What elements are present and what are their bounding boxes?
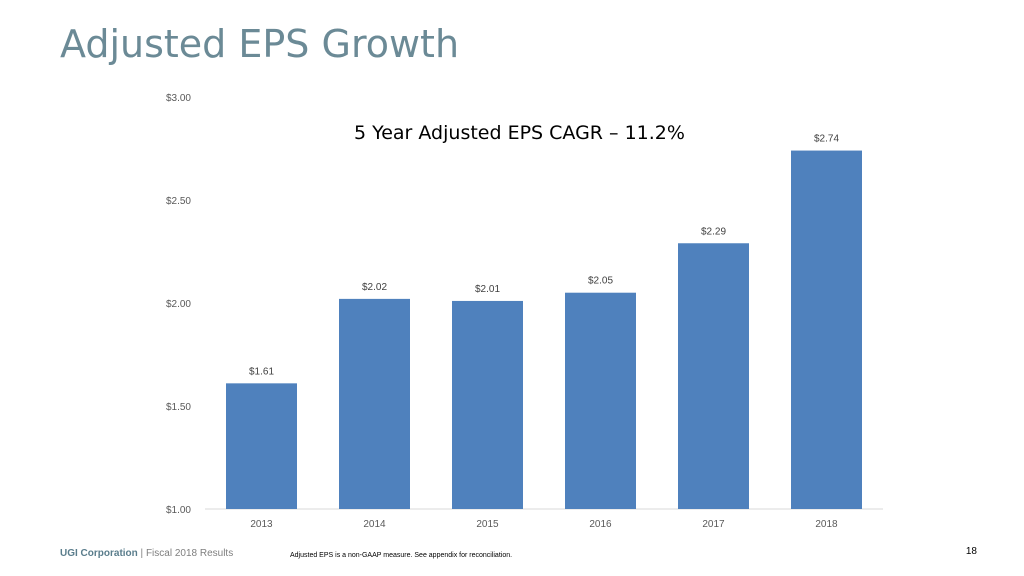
bar xyxy=(452,300,523,509)
company-name: UGI Corporation xyxy=(60,548,138,559)
bar xyxy=(339,298,410,509)
footer-period: Fiscal 2018 Results xyxy=(145,548,234,559)
y-tick-label: $1.50 xyxy=(166,402,191,413)
chart-title: 5 Year Adjusted EPS CAGR – 11.2% xyxy=(354,122,685,144)
page-number: 18 xyxy=(965,546,977,557)
data-label: $2.74 xyxy=(814,134,839,145)
y-tick-label: $1.00 xyxy=(166,505,191,516)
x-tick-label: 2017 xyxy=(702,519,725,530)
x-tick-label: 2014 xyxy=(363,519,386,530)
x-tick-label: 2018 xyxy=(815,519,838,530)
bar xyxy=(226,383,297,509)
slide-title: Adjusted EPS Growth xyxy=(60,22,460,66)
bar xyxy=(565,292,636,509)
x-tick-label: 2015 xyxy=(476,519,499,530)
footer-company: UGI Corporation | Fiscal 2018 Results xyxy=(60,548,233,559)
footer-separator: | xyxy=(137,548,146,559)
footer-note: Adjusted EPS is a non-GAAP measure. See … xyxy=(290,552,513,559)
data-label: $2.29 xyxy=(701,226,726,237)
data-label: $2.05 xyxy=(588,276,613,287)
data-label: $1.61 xyxy=(249,366,274,377)
bar xyxy=(678,243,749,509)
data-label: $2.01 xyxy=(475,284,500,295)
bar xyxy=(791,150,862,509)
y-tick-label: $2.00 xyxy=(166,299,191,310)
data-label: $2.02 xyxy=(362,282,387,293)
x-tick-label: 2016 xyxy=(589,519,612,530)
y-tick-label: $3.00 xyxy=(166,93,191,104)
x-tick-label: 2013 xyxy=(250,519,273,530)
y-tick-label: $2.50 xyxy=(166,196,191,207)
